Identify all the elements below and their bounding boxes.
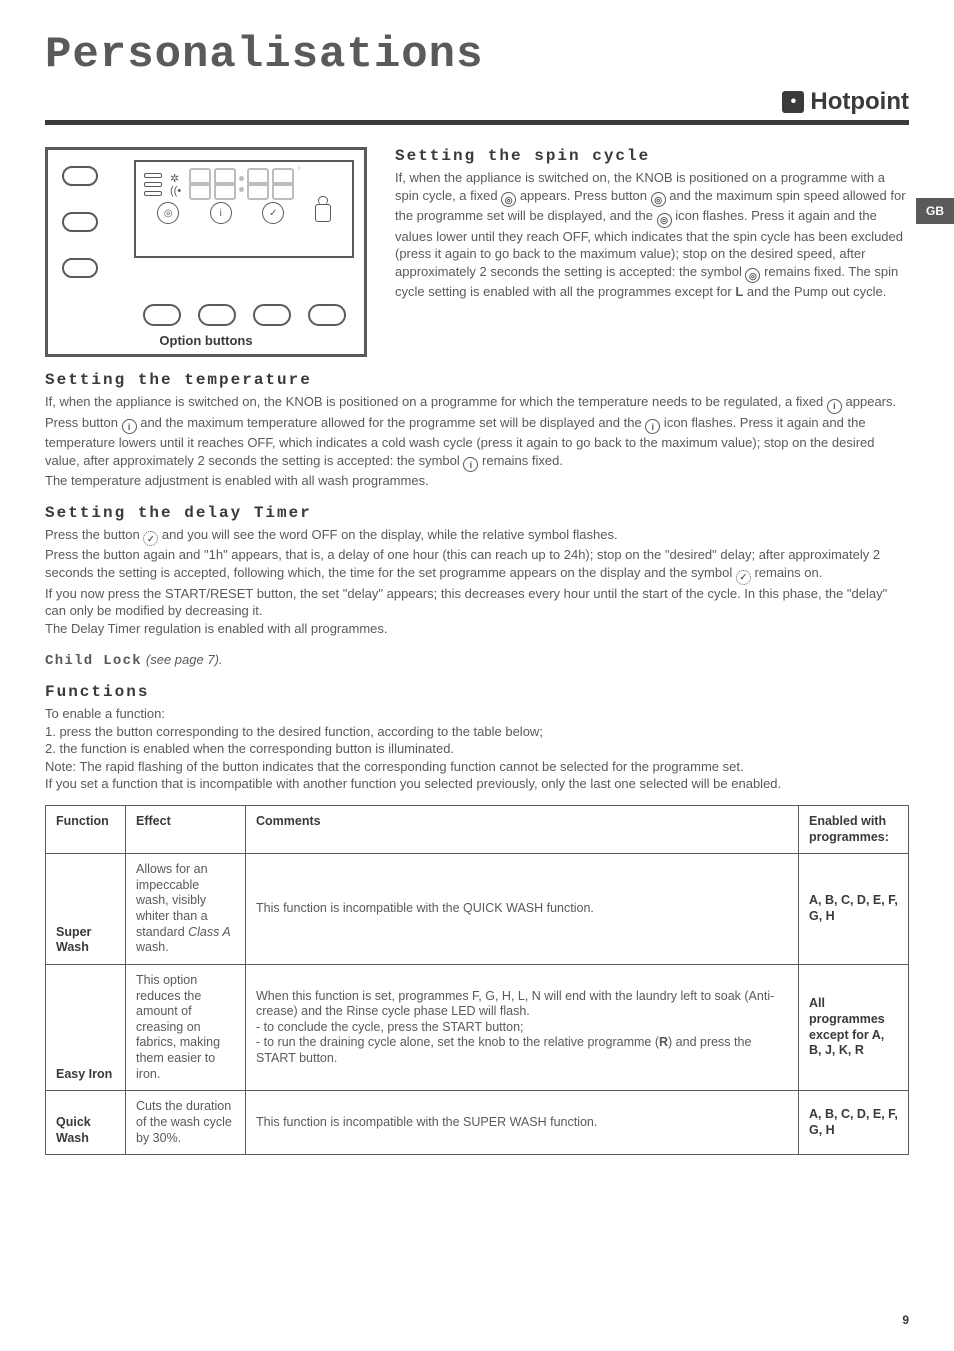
spin-icon: ◎ xyxy=(651,192,666,207)
spin-cycle-section: Setting the spin cycle If, when the appl… xyxy=(395,147,909,357)
delay-timer-icon: ✓ xyxy=(143,531,158,546)
brand-name: Hotpoint xyxy=(810,88,909,116)
table-row: Easy Iron This option reduces the amount… xyxy=(46,964,909,1090)
spray-icon: ✲((• xyxy=(170,172,181,197)
cell-programmes: A, B, C, D, E, F, G, H xyxy=(799,1091,909,1155)
option-button-icon xyxy=(253,304,291,326)
cell-function: Easy Iron xyxy=(46,964,126,1090)
header-rule xyxy=(45,120,909,125)
option-button-icon xyxy=(198,304,236,326)
cell-comments: This function is incompatible with the Q… xyxy=(246,854,799,965)
cell-effect: Cuts the duration of the wash cycle by 3… xyxy=(126,1091,246,1155)
temperature-icon: i xyxy=(210,202,232,224)
spin-body: If, when the appliance is switched on, t… xyxy=(395,169,909,301)
delay-heading: Setting the delay Timer xyxy=(45,504,909,522)
cell-programmes: A, B, C, D, E, F, G, H xyxy=(799,854,909,965)
temperature-icon: i xyxy=(122,419,137,434)
temperature-icon: i xyxy=(827,399,842,414)
phase-led-icon xyxy=(144,173,162,178)
th-effect: Effect xyxy=(126,805,246,853)
side-button-icon xyxy=(62,212,98,232)
cell-function: Super Wash xyxy=(46,854,126,965)
side-button-icon xyxy=(62,166,98,186)
th-function: Function xyxy=(46,805,126,853)
lock-icon xyxy=(315,204,331,222)
page-number: 9 xyxy=(902,1313,909,1327)
spin-icon: ◎ xyxy=(501,192,516,207)
phase-led-icon xyxy=(144,191,162,196)
cell-effect: This option reduces the amount of creasi… xyxy=(126,964,246,1090)
brand-mark-icon: • xyxy=(782,91,804,113)
th-programmes: Enabled with programmes: xyxy=(799,805,909,853)
brand-row: • Hotpoint xyxy=(45,88,909,116)
phase-led-icon xyxy=(144,182,162,187)
language-badge: GB xyxy=(916,198,954,224)
temperature-body: If, when the appliance is switched on, t… xyxy=(45,393,909,490)
th-comments: Comments xyxy=(246,805,799,853)
diagram-side-buttons xyxy=(62,166,98,278)
diagram-display: ✲((• ° ◎ i ✓ xyxy=(134,160,354,258)
spin-icon: ◎ xyxy=(657,213,672,228)
functions-body: To enable a function: 1. press the butto… xyxy=(45,705,909,793)
child-lock-line: Child Lock (see page 7). xyxy=(45,651,909,669)
spin-icon: ◎ xyxy=(745,268,760,283)
table-row: Super Wash Allows for an impeccable wash… xyxy=(46,854,909,965)
temperature-heading: Setting the temperature xyxy=(45,371,909,389)
delay-body: Press the button ✓ and you will see the … xyxy=(45,526,909,637)
side-button-icon xyxy=(62,258,98,278)
cell-comments: When this function is set, programmes F,… xyxy=(246,964,799,1090)
temperature-section: Setting the temperature If, when the app… xyxy=(45,371,909,490)
control-panel-diagram: ✲((• ° ◎ i ✓ Option buttons xyxy=(45,147,367,357)
page-title: Personalisations xyxy=(45,30,909,80)
cell-function: Quick Wash xyxy=(46,1091,126,1155)
spin-icon: ◎ xyxy=(157,202,179,224)
temperature-icon: i xyxy=(645,419,660,434)
functions-section: Functions To enable a function: 1. press… xyxy=(45,683,909,1155)
table-row: Quick Wash Cuts the duration of the wash… xyxy=(46,1091,909,1155)
cell-effect: Allows for an impeccable wash, visibly w… xyxy=(126,854,246,965)
option-button-icon xyxy=(308,304,346,326)
temperature-icon: i xyxy=(463,457,478,472)
delay-timer-icon: ✓ xyxy=(262,202,284,224)
option-button-icon xyxy=(143,304,181,326)
delay-timer-icon: ✓ xyxy=(736,570,751,585)
diagram-caption: Option buttons xyxy=(48,333,364,348)
cell-programmes: All programmes except for A, B, J, K, R xyxy=(799,964,909,1090)
option-buttons-row xyxy=(134,304,354,326)
functions-table: Function Effect Comments Enabled with pr… xyxy=(45,805,909,1155)
delay-timer-section: Setting the delay Timer Press the button… xyxy=(45,504,909,637)
functions-heading: Functions xyxy=(45,683,909,701)
spin-heading: Setting the spin cycle xyxy=(395,147,909,165)
table-header-row: Function Effect Comments Enabled with pr… xyxy=(46,805,909,853)
brand-logo: • Hotpoint xyxy=(782,88,909,116)
cell-comments: This function is incompatible with the S… xyxy=(246,1091,799,1155)
time-digits: ° xyxy=(189,168,301,200)
